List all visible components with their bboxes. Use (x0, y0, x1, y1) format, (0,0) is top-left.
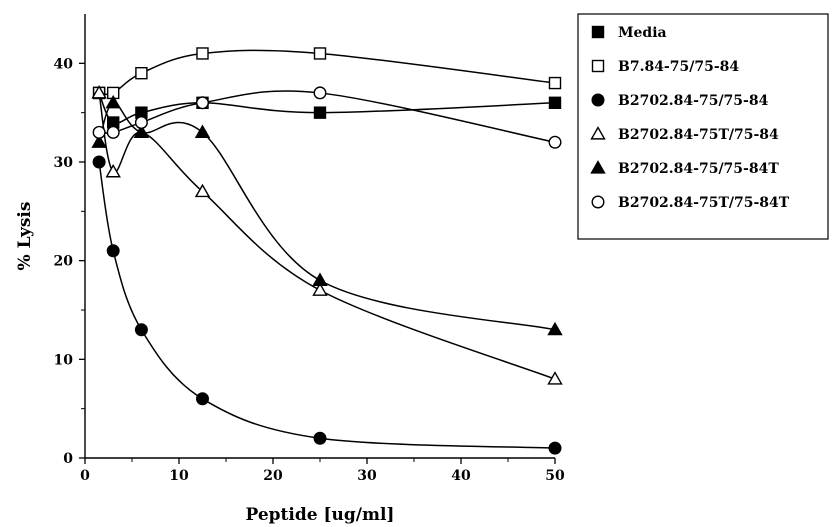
legend-label: B2702.84-75T/75-84 (618, 127, 779, 143)
data-point-series-4 (133, 124, 150, 138)
data-point-series-2 (134, 323, 148, 337)
legend-label: Media (618, 25, 667, 41)
data-point-series-4 (312, 272, 328, 286)
x-axis-title: Peptide [ug/ml] (246, 505, 395, 525)
data-point-series-2 (106, 244, 120, 258)
legend-label: B2702.84-75T/75-84T (618, 195, 790, 211)
data-point-series-4 (105, 94, 121, 109)
data-point-series-2 (195, 392, 209, 406)
x-tick-label: 10 (169, 468, 189, 484)
data-point-series-0 (313, 106, 327, 119)
y-tick-label: 10 (54, 352, 74, 368)
data-point-series-5 (134, 116, 148, 130)
data-point-series-2 (92, 155, 106, 169)
data-point-series-4 (91, 134, 107, 148)
data-point-series-5 (548, 135, 562, 149)
data-point-series-1 (313, 47, 327, 60)
legend-marker (590, 160, 606, 174)
x-tick-label: 50 (545, 468, 565, 484)
data-point-series-5 (92, 125, 106, 139)
legend-box (577, 13, 829, 240)
x-tick-label: 20 (263, 468, 283, 484)
legend-marker (591, 93, 605, 107)
y-tick-label: 0 (63, 451, 73, 467)
series-line-3 (98, 92, 556, 380)
data-point-series-5 (195, 96, 209, 110)
data-point-series-1 (135, 66, 148, 80)
data-point-series-3 (105, 163, 121, 178)
x-tick-label: 40 (451, 468, 471, 484)
data-point-series-4 (194, 124, 211, 138)
y-tick-label: 40 (54, 56, 74, 72)
legend-marker (591, 195, 605, 209)
data-point-series-5 (106, 125, 120, 139)
series-line-5 (99, 90, 556, 144)
legend-label: B7.84-75/75-84 (618, 59, 739, 75)
data-point-series-2 (548, 441, 562, 455)
y-tick-label: 20 (54, 254, 74, 270)
legend-marker (590, 126, 606, 140)
legend-marker (591, 59, 605, 73)
series-line-0 (98, 92, 556, 124)
data-point-series-1 (196, 47, 209, 60)
legend-label: B2702.84-75/75-84 (618, 93, 769, 109)
data-point-series-1 (548, 76, 562, 90)
data-point-series-3 (312, 282, 328, 296)
data-point-series-3 (194, 183, 211, 198)
y-tick-label: 30 (54, 155, 74, 171)
legend-label: B2702.84-75/75-84T (618, 161, 779, 177)
x-tick-label: 30 (357, 468, 377, 484)
axes: 0 10 20 30 40 50 0 10 20 30 40 (54, 14, 565, 484)
data-point-series-4 (547, 321, 563, 336)
data-point-series-3 (91, 85, 107, 99)
series-line-2 (98, 161, 556, 449)
legend: Media B7.84-75/75-84 B2702.84-75/75-84 B270… (577, 13, 829, 240)
y-axis-title: % Lysis (15, 202, 35, 271)
legend-marker (591, 25, 605, 39)
data-point-series-0 (548, 96, 562, 110)
series-line-1 (99, 49, 556, 96)
data-point-series-3 (547, 371, 563, 385)
data-point-series-2 (313, 431, 327, 445)
plot-area (91, 47, 563, 455)
data-point-series-5 (313, 86, 327, 100)
x-tick-label: 0 (80, 468, 90, 484)
